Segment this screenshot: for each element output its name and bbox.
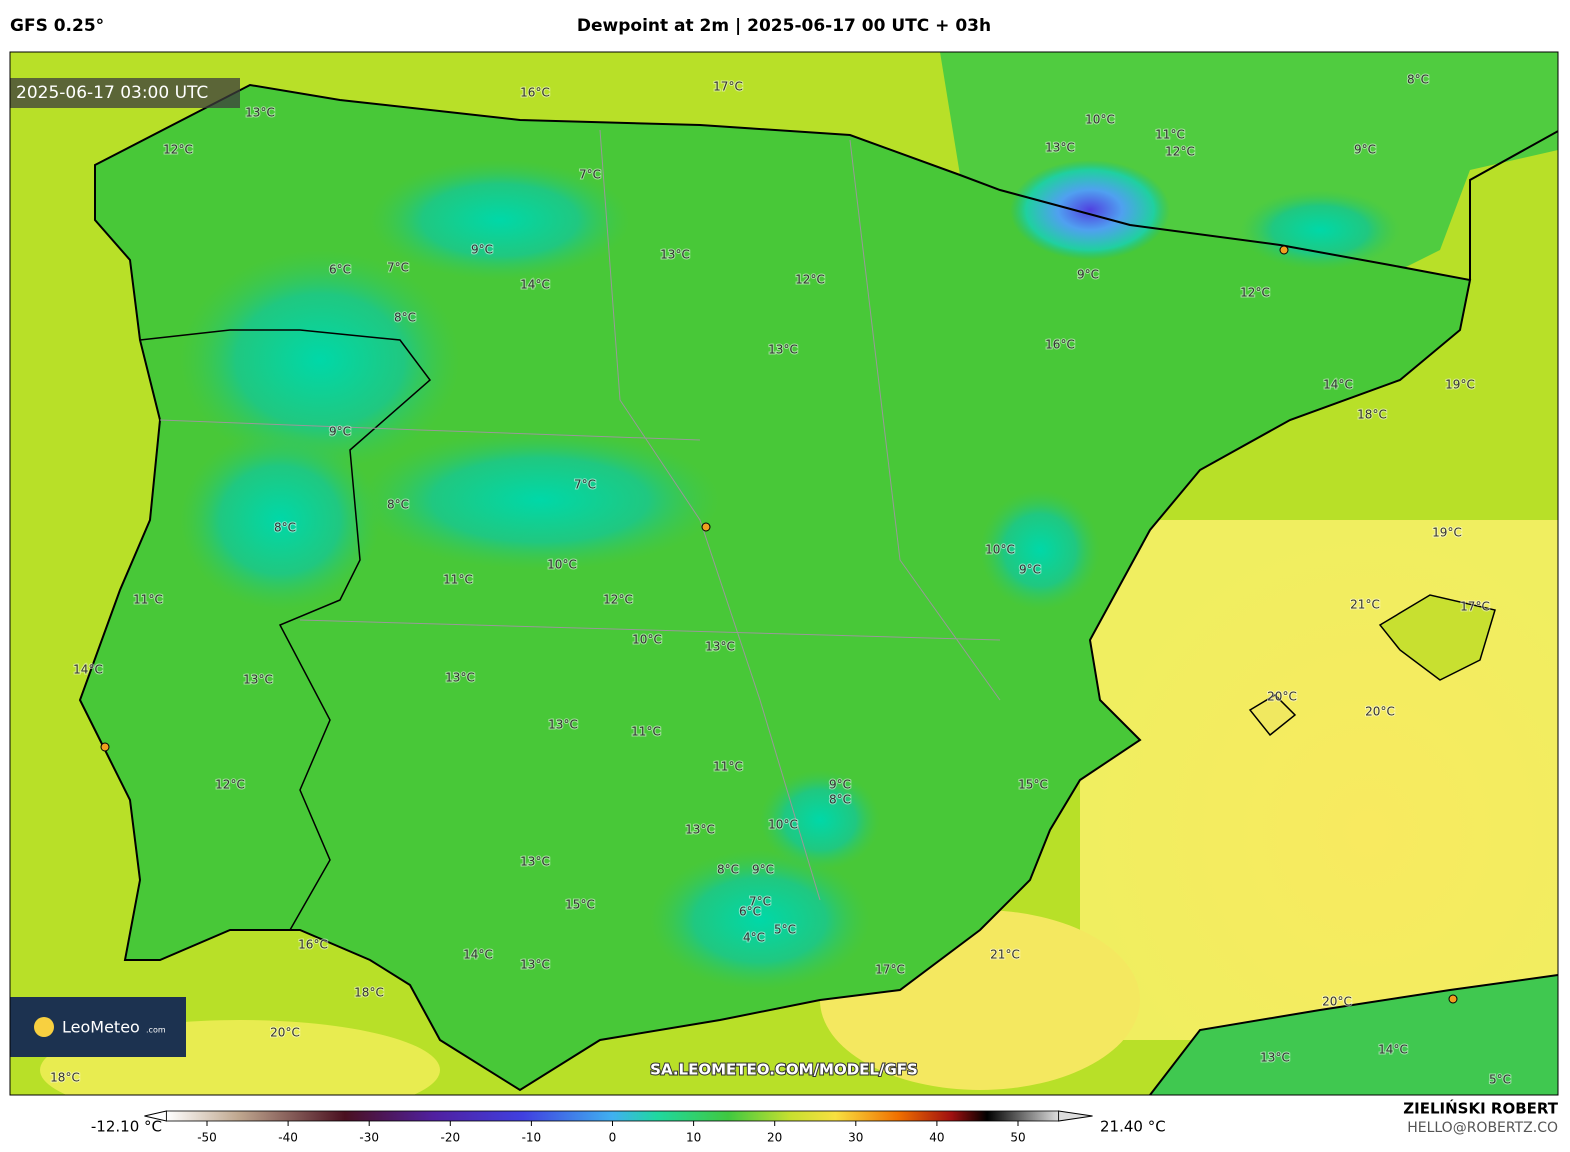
contour-label: 10°C xyxy=(632,633,662,647)
contour-label: 5°C xyxy=(1489,1073,1511,1087)
contour-label: 18°C xyxy=(354,986,384,1000)
contour-label: 14°C xyxy=(1378,1043,1408,1057)
contour-label: 15°C xyxy=(565,898,595,912)
contour-label: 10°C xyxy=(547,558,577,572)
contour-label: 13°C xyxy=(705,640,735,654)
contour-label: 16°C xyxy=(520,86,550,100)
contour-label: 12°C xyxy=(795,273,825,287)
colorbar-tick-label: 10 xyxy=(686,1131,701,1145)
colorbar-end xyxy=(1058,1110,1093,1122)
contour-label: 11°C xyxy=(133,593,163,607)
colorbar-tick-label: -40 xyxy=(278,1131,298,1145)
contour-label: 13°C xyxy=(245,106,275,120)
contour-label: 15°C xyxy=(1018,778,1048,792)
colorbar-tick-label: 20 xyxy=(767,1131,782,1145)
contour-label: 14°C xyxy=(73,663,103,677)
contour-label: 12°C xyxy=(163,143,193,157)
contour-label: 8°C xyxy=(717,863,739,877)
colorbar-tick-label: -50 xyxy=(197,1131,217,1145)
colorbar-tick-label: 0 xyxy=(609,1131,617,1145)
contour-label: 13°C xyxy=(660,248,690,262)
contour-label: 7°C xyxy=(387,261,409,275)
contour-label: 4°C xyxy=(743,931,765,945)
email: HELLO@ROBERTZ.CO xyxy=(1407,1120,1558,1136)
contour-label: 20°C xyxy=(1267,690,1297,704)
logo-brand: LeoMeteo xyxy=(62,1018,140,1037)
contour-label: 14°C xyxy=(463,948,493,962)
contour-label: 20°C xyxy=(270,1026,300,1040)
contour-label: 11°C xyxy=(1155,128,1185,142)
contour-label: 12°C xyxy=(1165,145,1195,159)
colorbar-tick-label: -10 xyxy=(522,1131,542,1145)
contour-label: 18°C xyxy=(50,1071,80,1085)
contour-label: 13°C xyxy=(243,673,273,687)
contour-label: 17°C xyxy=(875,963,905,977)
contour-label: 13°C xyxy=(768,343,798,357)
contour-label: 14°C xyxy=(1323,378,1353,392)
contour-label: 13°C xyxy=(445,671,475,685)
contour-label: 10°C xyxy=(768,818,798,832)
contour-label: 9°C xyxy=(471,243,493,257)
contour-label: 13°C xyxy=(520,958,550,972)
contour-label: 13°C xyxy=(548,718,578,732)
contour-label: 12°C xyxy=(603,593,633,607)
contour-label: 5°C xyxy=(774,923,796,937)
contour-label: 12°C xyxy=(1240,286,1270,300)
contour-label: 7°C xyxy=(574,478,596,492)
contour-label: 16°C xyxy=(1045,338,1075,352)
contour-label: 11°C xyxy=(631,725,661,739)
contour-label: 13°C xyxy=(520,855,550,869)
contour-label: 13°C xyxy=(1045,141,1075,155)
contour-label: 9°C xyxy=(752,863,774,877)
contour-label: 10°C xyxy=(1085,113,1115,127)
colorbar xyxy=(166,1110,1059,1122)
contour-label: 18°C xyxy=(1357,408,1387,422)
contour-label: 8°C xyxy=(829,793,851,807)
colorbar-tick-label: 40 xyxy=(929,1131,944,1145)
model-name: GFS 0.25° xyxy=(10,16,104,36)
contour-label: 13°C xyxy=(685,823,715,837)
contour-label: 8°C xyxy=(1407,73,1429,87)
contour-label: 13°C xyxy=(1260,1051,1290,1065)
contour-label: 14°C xyxy=(520,278,550,292)
contour-label: 8°C xyxy=(394,311,416,325)
contour-label: 9°C xyxy=(1354,143,1376,157)
contour-label: 8°C xyxy=(387,498,409,512)
contour-label: 10°C xyxy=(985,543,1015,557)
contour-label: 19°C xyxy=(1432,526,1462,540)
contour-label: 9°C xyxy=(1019,563,1041,577)
contour-label: 6°C xyxy=(329,263,351,277)
contour-label: 16°C xyxy=(298,938,328,952)
map: 16°C 17°C13°C12°C10°C11°C12°C8°C9°C7°C9°C… xyxy=(10,52,1558,1095)
colorbar-tick-label: -20 xyxy=(440,1131,460,1145)
contour-label: 20°C xyxy=(1322,995,1352,1009)
contour-label: 17°C xyxy=(713,80,743,94)
contour-label: 9°C xyxy=(829,778,851,792)
contour-label: 20°C xyxy=(1365,705,1395,719)
watermark: SA.LEOMETEO.COM/MODEL/GFS xyxy=(650,1061,918,1079)
contour-label: 7°C xyxy=(749,895,771,909)
contour-label: 9°C xyxy=(329,425,351,439)
contour-label: 21°C xyxy=(1350,598,1380,612)
contour-label: 17°C xyxy=(1460,600,1490,614)
contour-label: 11°C xyxy=(713,760,743,774)
author: ZIELIŃSKI ROBERT xyxy=(1403,1099,1558,1118)
contour-label: 7°C xyxy=(579,168,601,182)
timestamp: 2025-06-17 03:00 UTC xyxy=(16,83,208,103)
contour-label: 11°C xyxy=(443,573,473,587)
colorbar-tick-label: 50 xyxy=(1010,1131,1025,1145)
contour-label: 6°C xyxy=(739,905,761,919)
contour-label: 19°C xyxy=(1445,378,1475,392)
contour-label: 12°C xyxy=(215,778,245,792)
colorbar-max: 21.40 °C xyxy=(1100,1118,1166,1136)
colorbar-tick-label: 30 xyxy=(848,1131,863,1145)
map-title: Dewpoint at 2m | 2025-06-17 00 UTC + 03h xyxy=(577,16,991,36)
contour-label: 9°C xyxy=(1077,268,1099,282)
contour-label: 21°C xyxy=(990,948,1020,962)
logo-suffix: .com xyxy=(146,1026,166,1035)
contour-label: 8°C xyxy=(274,521,296,535)
colorbar-tick-label: -30 xyxy=(359,1131,379,1145)
colorbar-min: -12.10 °C xyxy=(91,1118,162,1136)
